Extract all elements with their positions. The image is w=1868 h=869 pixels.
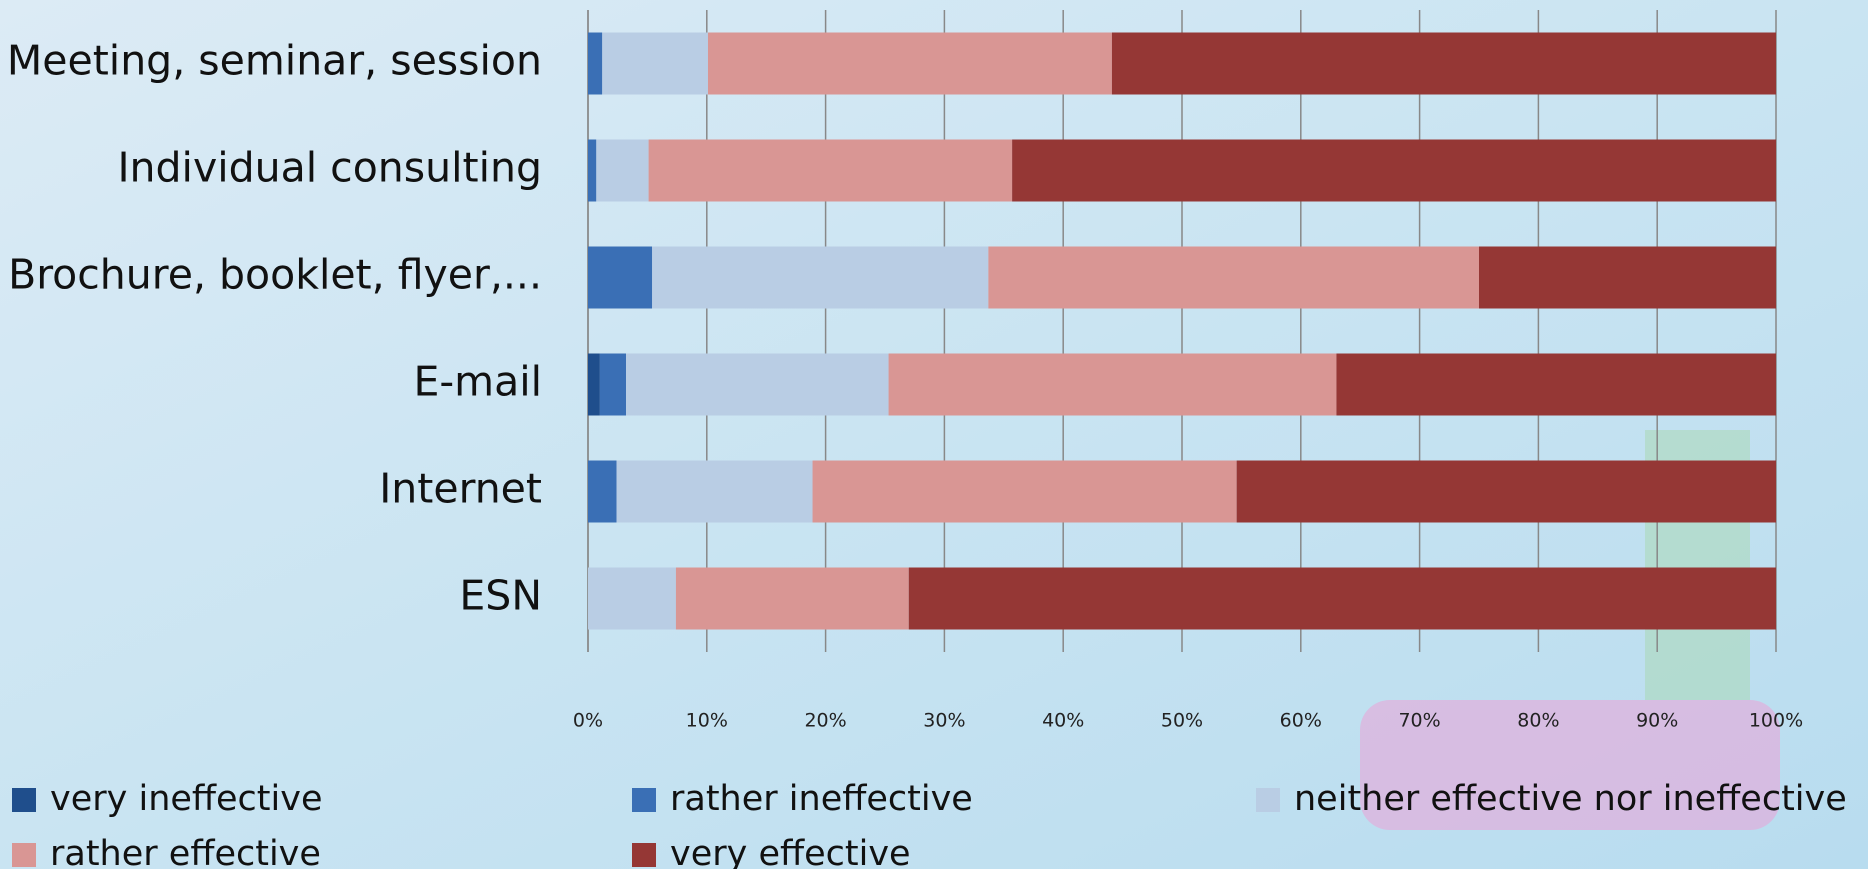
bar-segment [1012, 139, 1776, 202]
x-tick-label: 60% [1280, 710, 1322, 732]
bar-segment [1111, 32, 1776, 95]
bar-segment [1336, 353, 1776, 416]
bar-segment [626, 353, 889, 416]
decoration [1360, 700, 1780, 830]
legend-label: very effective [670, 834, 911, 869]
y-tick-label: Individual consulting [117, 144, 542, 192]
legend-swatch [1256, 788, 1280, 812]
x-tick-label: 20% [804, 710, 846, 732]
bar-segment [599, 353, 627, 416]
legend-label: very ineffective [50, 779, 323, 819]
y-tick-label: Internet [379, 465, 542, 513]
bar-segment [588, 246, 653, 309]
x-tick-label: 30% [923, 710, 965, 732]
bar-segment [888, 353, 1337, 416]
bar-segment [1479, 246, 1776, 309]
x-tick-label: 10% [686, 710, 728, 732]
legend-swatch [12, 788, 36, 812]
legend-swatch [632, 843, 656, 867]
bar-segment [707, 32, 1112, 95]
legend-label: neither effective nor ineffective [1294, 779, 1847, 819]
bar-segment [675, 567, 909, 630]
y-tick-label: E-mail [413, 358, 542, 406]
x-tick-label: 40% [1042, 710, 1084, 732]
bar-segment [648, 139, 1013, 202]
legend-swatch [632, 788, 656, 812]
bar-segment [1236, 460, 1776, 523]
x-tick-label: 70% [1398, 710, 1440, 732]
legend-swatch [12, 843, 36, 867]
bar-segment [588, 32, 603, 95]
legend-label: rather effective [50, 834, 321, 869]
bar-segment [988, 246, 1479, 309]
bar-segment [596, 139, 649, 202]
bar-segment [602, 32, 708, 95]
y-tick-label: Meeting, seminar, session [7, 37, 542, 85]
y-tick-label: Brochure, booklet, flyer,... [8, 251, 542, 299]
x-tick-label: 0% [573, 710, 603, 732]
x-tick-label: 90% [1636, 710, 1678, 732]
bar-segment [616, 460, 813, 523]
bar-segment [588, 460, 617, 523]
x-tick-label: 80% [1517, 710, 1559, 732]
bar-segment [588, 567, 676, 630]
legend-label: rather ineffective [670, 779, 973, 819]
x-tick-label: 50% [1161, 710, 1203, 732]
bar-segment [588, 139, 597, 202]
bar-segment [812, 460, 1237, 523]
bar-segment [652, 246, 989, 309]
bar-segment [908, 567, 1776, 630]
x-tick-label: 100% [1749, 710, 1803, 732]
y-tick-label: ESN [459, 572, 542, 620]
bar-segment [588, 353, 600, 416]
